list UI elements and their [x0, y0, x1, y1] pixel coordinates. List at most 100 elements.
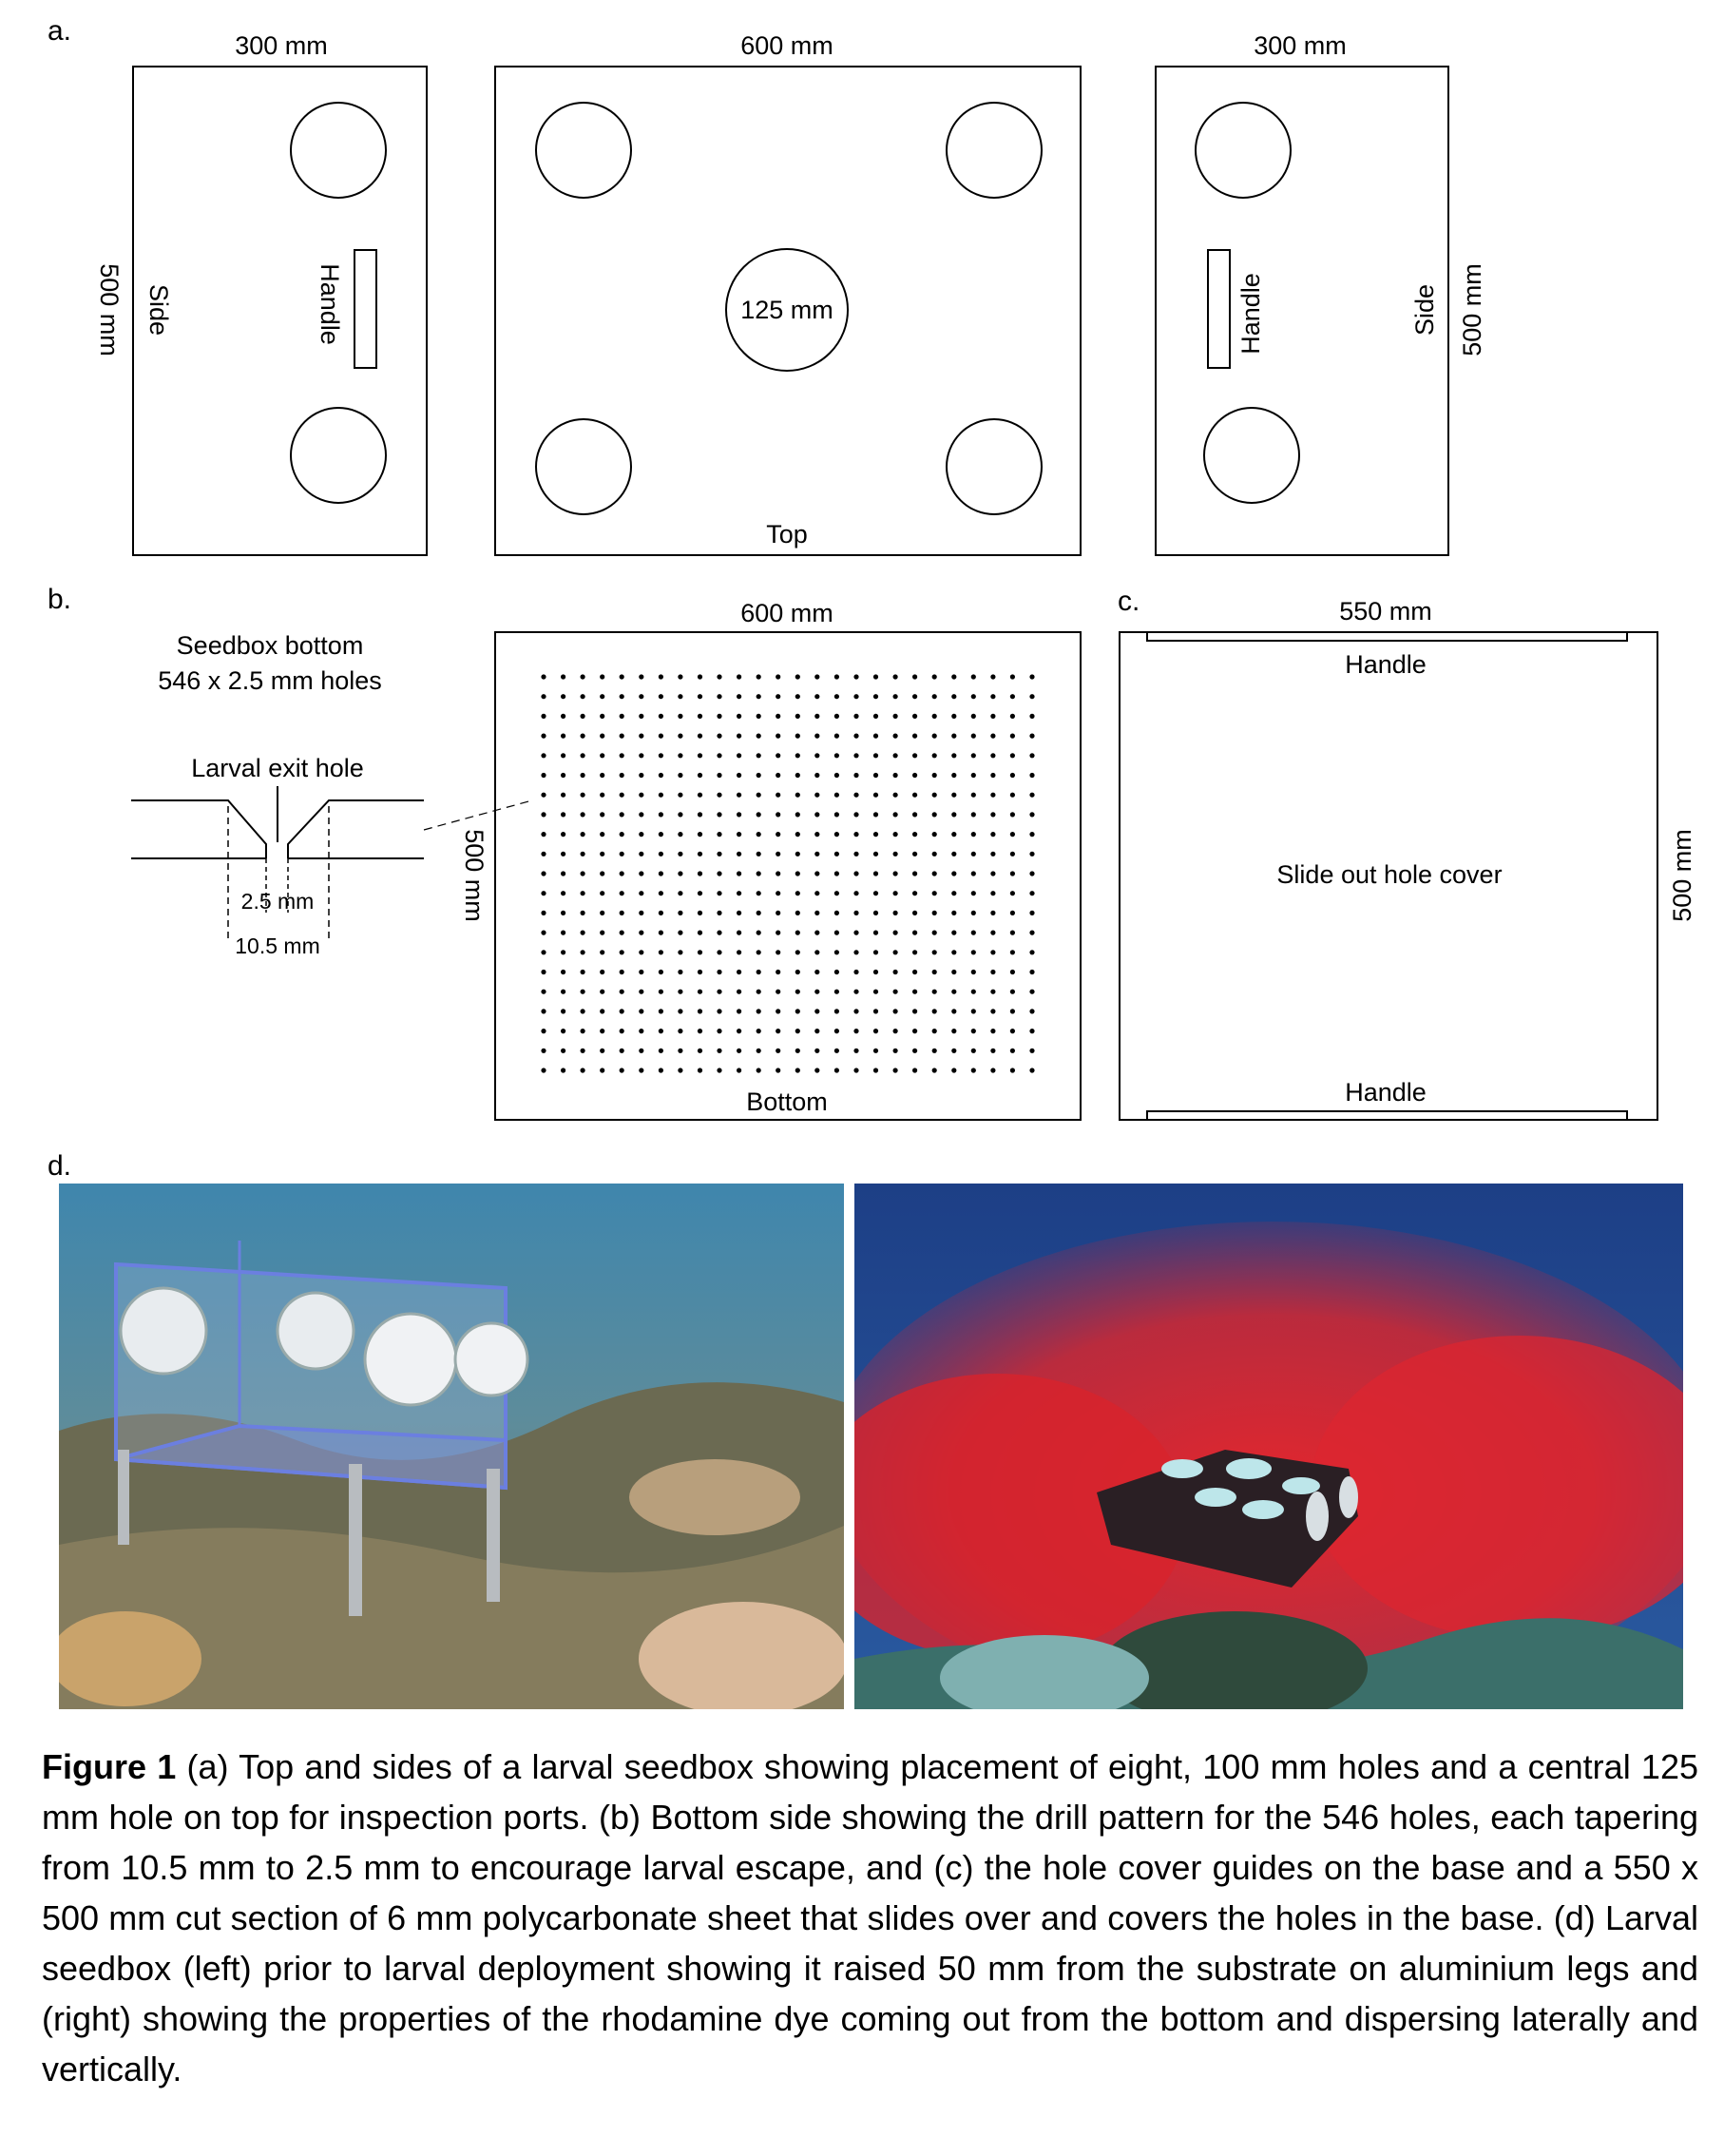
drill-hole [1029, 871, 1035, 876]
drill-hole [697, 969, 703, 975]
drill-hole [756, 1029, 761, 1034]
drill-hole [600, 930, 605, 935]
drill-hole [737, 733, 742, 739]
drill-hole [931, 989, 937, 994]
drill-hole [1029, 772, 1035, 779]
drill-hole [912, 772, 918, 779]
drill-hole [814, 753, 820, 759]
drill-hole [717, 871, 722, 876]
drill-hole [970, 1009, 976, 1014]
drill-hole [600, 1029, 605, 1034]
drill-hole [892, 1029, 898, 1034]
left-side-port-hole [290, 407, 387, 504]
drill-hole [990, 674, 996, 680]
drill-hole [912, 930, 918, 935]
drill-hole [931, 871, 937, 876]
drill-hole [561, 694, 566, 700]
drill-hole [717, 792, 722, 798]
seedbox-bottom-plate [115, 1423, 508, 1491]
drill-hole [580, 1029, 585, 1034]
right-side-height-label: 500 mm [1458, 263, 1486, 356]
drill-hole [853, 989, 859, 994]
drill-hole [561, 772, 566, 779]
figure-caption: Figure 1 (a) Top and sides of a larval s… [42, 1742, 1698, 2094]
drill-hole [697, 812, 703, 818]
drill-hole [970, 674, 976, 680]
drill-hole [756, 832, 761, 837]
drill-hole [990, 772, 996, 779]
drill-hole [990, 871, 996, 876]
drill-hole [912, 713, 918, 720]
drill-hole [814, 772, 820, 779]
drill-hole [970, 891, 976, 896]
figure-diagrams: a. 300 mm Handle Side 500 mm 600 mm 125 … [48, 15, 1696, 1179]
seedbox-bottom-title-line2: 546 x 2.5 mm holes [158, 666, 382, 695]
drill-hole [1029, 891, 1035, 896]
drill-hole [990, 832, 996, 837]
drill-hole [756, 733, 761, 739]
drill-hole [872, 1048, 879, 1053]
inspection-port [1226, 1458, 1272, 1479]
drill-hole [658, 1009, 664, 1014]
drill-hole [814, 733, 820, 739]
drill-hole [814, 1048, 820, 1053]
seedbox-reef-photo [59, 1184, 844, 1709]
drill-hole [951, 1009, 957, 1014]
drill-hole [951, 969, 957, 975]
drill-hole [853, 733, 859, 739]
drill-hole [619, 989, 624, 994]
drill-hole [639, 930, 644, 935]
drill-hole [541, 713, 546, 720]
drill-hole [951, 989, 957, 994]
right-side-outline [1155, 66, 1449, 556]
drill-hole [697, 694, 703, 700]
inspection-port [1306, 1492, 1329, 1541]
drill-hole [600, 851, 605, 857]
drill-hole [1009, 1009, 1015, 1014]
drill-hole [541, 930, 546, 935]
inspection-port [276, 1291, 355, 1371]
drill-hole [1009, 871, 1015, 876]
drill-hole [1009, 1029, 1015, 1034]
drill-hole [912, 1068, 918, 1073]
drill-hole [619, 733, 624, 739]
drill-hole [737, 1068, 742, 1073]
panel-a-left-side: 300 mm Handle Side 500 mm [95, 31, 428, 556]
drill-hole [892, 1068, 898, 1073]
drill-hole [795, 674, 800, 680]
drill-hole [639, 1068, 644, 1073]
drill-hole [737, 792, 742, 798]
leader-line [423, 799, 533, 831]
dye-cloud [854, 1374, 1187, 1659]
drill-hole [892, 950, 898, 955]
drill-hole [619, 851, 624, 857]
drill-hole [795, 812, 800, 818]
drill-hole [756, 753, 761, 759]
drill-hole [717, 930, 722, 935]
drill-hole [658, 910, 664, 916]
drill-hole [619, 792, 624, 798]
drill-hole [737, 871, 742, 876]
drill-hole [931, 891, 937, 896]
panel-label-c: c. [1118, 586, 1140, 617]
drill-hole [990, 851, 996, 857]
drill-hole [776, 930, 781, 935]
drill-hole [951, 871, 957, 876]
drill-hole [853, 792, 859, 798]
drill-hole [872, 851, 879, 857]
drill-hole [619, 812, 624, 818]
drill-hole [795, 1068, 800, 1073]
drill-hole [717, 733, 722, 739]
drill-hole [931, 832, 937, 837]
drill-hole [951, 1068, 957, 1073]
drill-hole [931, 812, 937, 818]
drill-hole [678, 1009, 683, 1014]
drill-hole [892, 733, 898, 739]
drill-hole [853, 1029, 859, 1034]
drill-hole [990, 1048, 996, 1053]
drill-hole [541, 792, 546, 798]
drill-hole [756, 1068, 761, 1073]
drill-hole [892, 969, 898, 975]
drill-hole [756, 1048, 761, 1053]
inner-dimension-label: 2.5 mm [241, 889, 315, 914]
